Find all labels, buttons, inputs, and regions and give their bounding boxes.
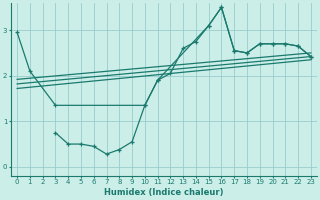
X-axis label: Humidex (Indice chaleur): Humidex (Indice chaleur) (104, 188, 224, 197)
